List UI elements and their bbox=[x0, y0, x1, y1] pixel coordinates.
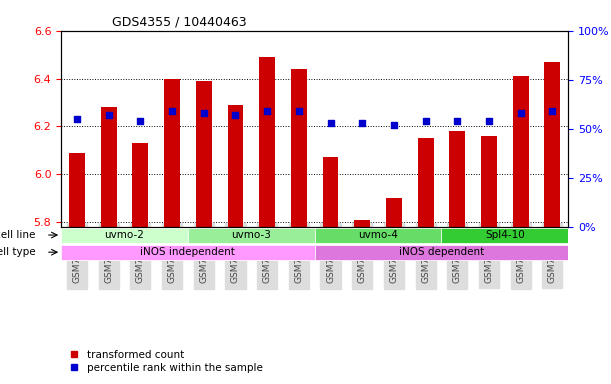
FancyBboxPatch shape bbox=[61, 245, 315, 260]
Point bbox=[167, 108, 177, 114]
Text: GDS4355 / 10440463: GDS4355 / 10440463 bbox=[112, 15, 246, 28]
Bar bbox=[101, 107, 117, 227]
Bar bbox=[354, 220, 370, 227]
Bar bbox=[513, 76, 529, 227]
Point bbox=[452, 118, 462, 124]
Text: uvmo-2: uvmo-2 bbox=[104, 230, 144, 240]
Point bbox=[199, 110, 208, 116]
FancyBboxPatch shape bbox=[188, 228, 315, 243]
Point bbox=[294, 108, 304, 114]
Point bbox=[516, 110, 525, 116]
Bar bbox=[69, 153, 85, 227]
FancyBboxPatch shape bbox=[61, 228, 188, 243]
Legend: transformed count, percentile rank within the sample: transformed count, percentile rank withi… bbox=[67, 348, 265, 375]
Bar bbox=[386, 198, 402, 227]
Text: cell type: cell type bbox=[0, 247, 35, 257]
Bar bbox=[133, 143, 148, 227]
Point bbox=[72, 116, 82, 122]
FancyBboxPatch shape bbox=[315, 228, 441, 243]
Bar bbox=[544, 62, 560, 227]
Point bbox=[136, 118, 145, 124]
Bar bbox=[481, 136, 497, 227]
Point bbox=[262, 108, 272, 114]
Text: iNOS independent: iNOS independent bbox=[141, 247, 235, 257]
Bar bbox=[259, 57, 275, 227]
Bar bbox=[449, 131, 465, 227]
Point bbox=[104, 112, 114, 118]
Bar bbox=[196, 81, 211, 227]
Text: uvmo-4: uvmo-4 bbox=[358, 230, 398, 240]
Bar bbox=[164, 79, 180, 227]
Point bbox=[421, 118, 431, 124]
Text: cell line: cell line bbox=[0, 230, 35, 240]
Point bbox=[357, 120, 367, 126]
Point bbox=[230, 112, 240, 118]
Point bbox=[484, 118, 494, 124]
Text: Spl4-10: Spl4-10 bbox=[485, 230, 525, 240]
Bar bbox=[227, 105, 243, 227]
Point bbox=[389, 122, 399, 128]
Point bbox=[547, 108, 557, 114]
Bar bbox=[291, 69, 307, 227]
Bar bbox=[418, 138, 434, 227]
Text: uvmo-3: uvmo-3 bbox=[232, 230, 271, 240]
Text: iNOS dependent: iNOS dependent bbox=[399, 247, 484, 257]
Bar bbox=[323, 157, 338, 227]
Point bbox=[326, 120, 335, 126]
FancyBboxPatch shape bbox=[441, 228, 568, 243]
FancyBboxPatch shape bbox=[315, 245, 568, 260]
